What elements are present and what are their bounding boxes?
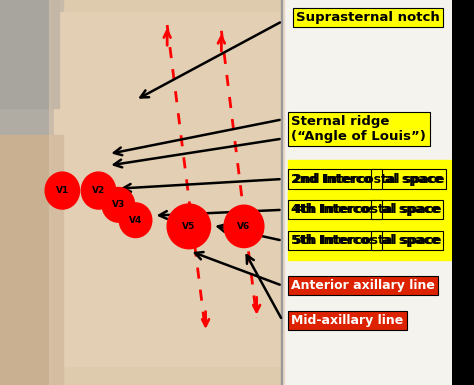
Ellipse shape (82, 172, 116, 209)
Text: Mid-axillary line: Mid-axillary line (292, 314, 404, 327)
Text: 5th Intercostal space: 5th Intercostal space (293, 234, 441, 247)
Text: V6: V6 (237, 222, 251, 231)
Bar (283, 0, 452, 385)
Bar (0, 0, 59, 108)
Bar (288, 160, 456, 198)
Text: V3: V3 (112, 200, 125, 209)
Text: Anterior axillary line: Anterior axillary line (292, 279, 435, 292)
Text: Sternal ridge
(“Angle of Louis”): Sternal ridge (“Angle of Louis”) (292, 115, 426, 143)
Text: V1: V1 (56, 186, 69, 195)
Bar (288, 221, 456, 260)
Text: 4th Intercostal space: 4th Intercostal space (293, 203, 441, 216)
FancyBboxPatch shape (50, 0, 285, 385)
Bar (288, 191, 456, 229)
Text: 5th Intercostal space: 5th Intercostal space (292, 234, 440, 247)
Text: V4: V4 (129, 216, 142, 225)
Text: V2: V2 (92, 186, 105, 195)
Bar (0, 0, 63, 154)
Ellipse shape (45, 172, 80, 209)
Text: 2nd Intercostal space: 2nd Intercostal space (293, 172, 444, 186)
Text: 4th Intercostal space: 4th Intercostal space (292, 203, 440, 216)
Text: 2nd Intercostal space: 2nd Intercostal space (292, 172, 443, 186)
Ellipse shape (119, 203, 152, 238)
Ellipse shape (224, 205, 264, 248)
Bar (0, 0, 59, 385)
Bar (0, 135, 63, 385)
Bar (54, 12, 289, 366)
Text: Suprasternal notch: Suprasternal notch (296, 11, 440, 24)
Text: V5: V5 (182, 222, 195, 231)
Bar (281, 0, 283, 385)
Ellipse shape (167, 204, 210, 249)
Ellipse shape (102, 187, 135, 222)
